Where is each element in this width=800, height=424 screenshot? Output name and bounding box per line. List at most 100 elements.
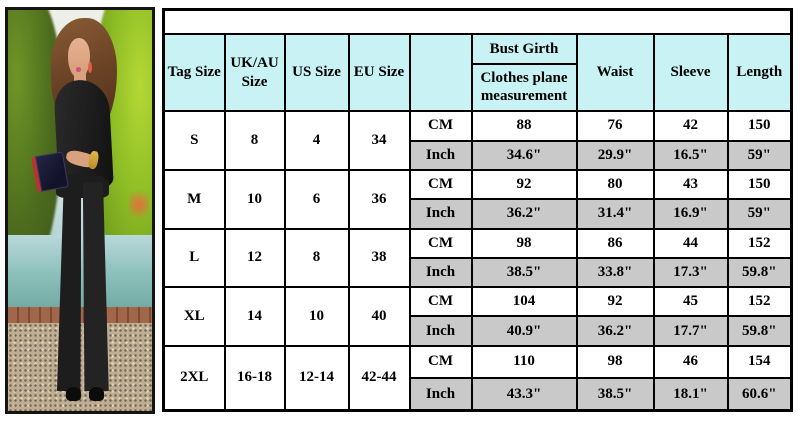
header-waist: Waist (575, 32, 655, 113)
sleeve-cell: 17.7" (652, 315, 729, 347)
table-row: Inch 40.9" 36.2" 17.7" 59.8" (164, 315, 793, 347)
eu-size-cell: 34 (347, 110, 411, 171)
bust-cell: 43.3" (470, 377, 578, 412)
table-row (162, 8, 793, 35)
sleeve-cell: 43 (652, 168, 729, 201)
sleeve-cell: 45 (652, 286, 729, 318)
bust-girth-label: Bust Girth (473, 36, 575, 65)
model-lips (75, 66, 82, 72)
length-cell: 154 (726, 344, 793, 380)
model-photo (5, 7, 155, 414)
unit-cell: Inch (408, 315, 473, 347)
eu-size-cell: 40 (347, 286, 411, 347)
length-cell: 150 (726, 168, 793, 201)
waist-cell: 98 (575, 344, 655, 380)
waist-cell: 80 (575, 168, 655, 201)
us-size-cell: 12-14 (283, 344, 350, 412)
unit-cell: CM (408, 110, 473, 142)
bust-cell: 110 (470, 344, 578, 380)
header-eu-size: EU Size (347, 32, 411, 113)
waist-cell: 92 (575, 286, 655, 318)
unit-cell: Inch (408, 139, 473, 171)
us-size-cell: 8 (283, 227, 350, 289)
waist-cell: 76 (575, 110, 655, 142)
unit-cell: CM (408, 227, 473, 259)
length-cell: 59.8" (726, 315, 793, 347)
us-size-cell: 4 (283, 110, 350, 171)
tag-size-cell: S (162, 110, 226, 171)
sleeve-cell: 42 (652, 110, 729, 142)
bust-cell: 40.9" (470, 315, 578, 347)
table-row: L 12 8 38 CM 98 86 44 152 (162, 227, 793, 289)
sleeve-cell: 18.1" (652, 377, 729, 412)
size-chart-table: Tag Size UK/AU Size US Size EU Size Bust… (162, 8, 794, 412)
table-row: 2XL 16-18 12-14 42-44 CM 110 98 46 154 (162, 344, 793, 412)
waist-cell: 31.4" (575, 198, 655, 230)
flower-blur (128, 186, 150, 223)
waist-cell: 86 (575, 227, 655, 259)
tag-size-cell: M (162, 168, 226, 230)
uk-au-cell: 14 (223, 286, 286, 347)
unit-cell: CM (408, 286, 473, 318)
header-us-size: US Size (283, 32, 350, 113)
sleeve-cell: 16.9" (652, 198, 729, 230)
empty-top-cell (162, 8, 793, 35)
table-row: M 10 6 36 CM 92 80 43 150 (162, 168, 793, 230)
table-row: XL 14 10 40 CM 104 92 45 152 (162, 286, 793, 347)
waist-cell: 36.2" (575, 315, 655, 347)
sleeve-cell: 17.3" (652, 256, 729, 289)
table-row: S 8 4 34 CM 88 76 42 150 (162, 110, 793, 171)
length-cell: 59" (726, 139, 793, 171)
clothes-plane-label: Clothes plane measurement (480, 69, 568, 104)
bust-cell: 38.5" (470, 256, 578, 289)
table-row: Inch 38.5" 33.8" 17.3" 59.8" (164, 256, 793, 289)
uk-au-cell: 16-18 (223, 344, 286, 412)
bust-cell: 104 (470, 286, 578, 318)
sleeve-cell: 46 (652, 344, 729, 380)
model-face (68, 38, 91, 79)
model-earring (87, 62, 92, 73)
unit-cell: Inch (408, 377, 473, 412)
bust-cell: 98 (470, 227, 578, 259)
table-row: Inch 34.6" 29.9" 16.5" 59" (164, 139, 793, 171)
us-size-cell: 10 (283, 286, 350, 347)
table-row: Inch 43.3" 38.5" 18.1" 60.6" (164, 377, 793, 412)
eu-size-cell: 38 (347, 227, 411, 289)
header-uk-au-size: UK/AU Size (223, 32, 286, 113)
length-cell: 150 (726, 110, 793, 142)
header-tag-size: Tag Size (162, 32, 226, 113)
uk-au-cell: 10 (223, 168, 286, 230)
eu-size-cell: 42-44 (347, 344, 411, 412)
unit-cell: Inch (408, 256, 473, 289)
eu-size-cell: 36 (347, 168, 411, 230)
bust-cell: 34.6" (470, 139, 578, 171)
header-bust-girth: Bust Girth Clothes plane measurement (470, 32, 578, 113)
bust-cell: 92 (470, 168, 578, 201)
length-cell: 60.6" (726, 377, 793, 412)
header-length: Length (726, 32, 793, 113)
unit-cell: Inch (408, 198, 473, 230)
tag-size-cell: XL (162, 286, 226, 347)
length-cell: 59.8" (726, 256, 793, 289)
table-row: Inch 36.2" 31.4" 16.9" 59" (164, 198, 793, 230)
tag-size-cell: L (162, 227, 226, 289)
length-cell: 152 (726, 286, 793, 318)
waist-cell: 38.5" (575, 377, 655, 412)
table-header-row: Tag Size UK/AU Size US Size EU Size Bust… (162, 32, 793, 113)
bust-cell: 36.2" (470, 198, 578, 230)
header-sleeve: Sleeve (652, 32, 729, 113)
unit-cell: CM (408, 344, 473, 380)
sleeve-cell: 16.5" (652, 139, 729, 171)
uk-au-cell: 12 (223, 227, 286, 289)
tag-size-cell: 2XL (162, 344, 226, 412)
right-shoe (88, 386, 105, 401)
left-shoe (65, 386, 82, 401)
waist-cell: 29.9" (575, 139, 655, 171)
header-unit (408, 32, 473, 113)
waist-cell: 33.8" (575, 256, 655, 289)
us-size-cell: 6 (283, 168, 350, 230)
length-cell: 152 (726, 227, 793, 259)
bust-cell: 88 (470, 110, 578, 142)
unit-cell: CM (408, 168, 473, 201)
